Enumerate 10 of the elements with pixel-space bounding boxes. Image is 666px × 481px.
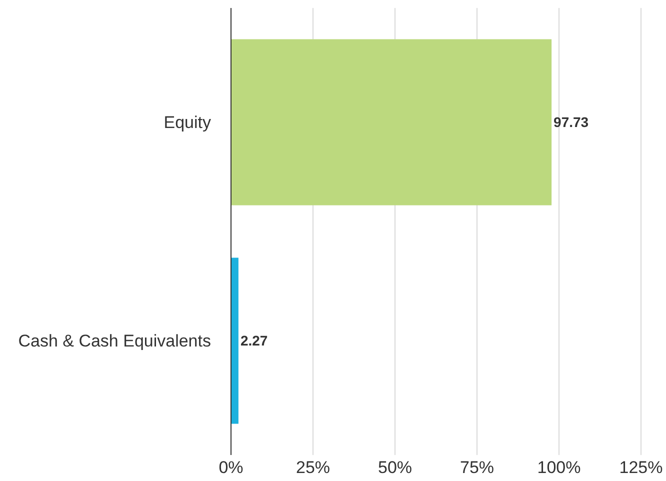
x-tick-label: 0%	[218, 458, 244, 477]
y-tick-label: Cash & Cash Equivalents	[18, 332, 211, 351]
x-tick-label: 50%	[378, 458, 412, 477]
data-label: 2.27	[240, 332, 268, 349]
x-tick-label: 100%	[537, 458, 581, 477]
x-tick-label: 125%	[619, 458, 663, 477]
y-tick-label: Equity	[164, 113, 212, 132]
data-label: 97.73	[554, 114, 589, 130]
x-tick-label: 75%	[460, 458, 494, 477]
x-tick-label: 25%	[296, 458, 330, 477]
